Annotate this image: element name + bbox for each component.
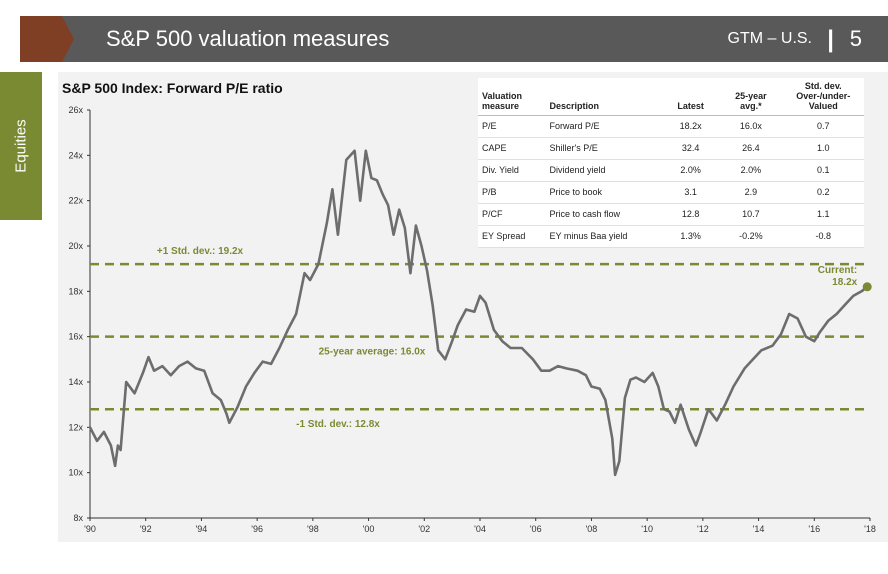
chevron-right-icon [62,16,74,62]
x-tick-label: '98 [307,524,319,534]
page-title: S&P 500 valuation measures [106,26,390,51]
table-cell: EY minus Baa yield [545,225,662,248]
table-cell: 18.2x [661,115,720,138]
guide-tag: GTM – U.S. [727,30,812,47]
table-cell: Dividend yield [545,159,662,182]
table-cell: P/E [478,115,546,138]
y-tick-label: 22x [68,196,83,206]
y-tick-label: 12x [68,422,83,432]
table-row: P/B Price to book 3.1 2.9 0.2 [478,181,864,204]
current-value-marker [862,282,872,292]
table-cell: EY Spread [478,225,546,248]
x-tick-label: '90 [84,524,96,534]
table-cell: 0.7 [782,115,864,138]
current-value-label: 18.2x [832,277,857,288]
table-row: EY Spread EY minus Baa yield 1.3% -0.2% … [478,225,864,248]
table-cell: -0.2% [719,225,783,248]
y-tick-label: 24x [68,150,83,160]
table-cell: 32.4 [661,137,720,160]
table-cell: 26.4 [719,137,783,160]
table-cell: 2.0% [719,159,783,182]
table-cell: 2.0% [661,159,720,182]
table-cell: 0.1 [782,159,864,182]
reference-label: -1 Std. dev.: 12.8x [296,419,380,430]
current-label: Current: [818,265,857,276]
table-cell: P/B [478,181,546,204]
header-bar [20,16,888,62]
table-cell: 2.9 [719,181,783,204]
y-tick-label: 26x [68,105,83,115]
y-tick-label: 18x [68,286,83,296]
x-tick-label: '08 [586,524,598,534]
table-row: P/E Forward P/E 18.2x 16.0x 0.7 [478,115,864,138]
table-header-row: Valuation measure Description Latest 25-… [478,78,864,116]
x-tick-label: '06 [530,524,542,534]
page-number: 5 [849,26,862,51]
reference-label: 25-year average: 16.0x [319,347,426,358]
table-cell: Price to book [545,181,662,204]
table-row: P/CF Price to cash flow 12.8 10.7 1.1 [478,203,864,226]
x-tick-label: '10 [641,524,653,534]
header-accent [20,16,62,62]
table-row: CAPE Shiller's P/E 32.4 26.4 1.0 [478,137,864,160]
table-cell: 10.7 [719,203,783,226]
table-cell: -0.8 [782,225,864,248]
table-cell: 1.1 [782,203,864,226]
forward-pe-series-line [88,149,869,477]
x-tick-label: '92 [140,524,152,534]
chart-title: S&P 500 Index: Forward P/E ratio [62,80,283,96]
table-cell: Div. Yield [478,159,546,182]
table-header: Latest [661,78,720,116]
table-cell: P/CF [478,203,546,226]
table-row: Div. Yield Dividend yield 2.0% 2.0% 0.1 [478,159,864,182]
table-cell: 1.3% [661,225,720,248]
y-tick-label: 14x [68,377,83,387]
y-tick-label: 8x [73,513,83,523]
x-tick-label: '00 [363,524,375,534]
x-tick-label: '18 [864,524,876,534]
y-tick-label: 10x [68,468,83,478]
table-cell: 12.8 [661,203,720,226]
table-header: Std. dev. Over-/under-Valued [782,78,864,116]
section-tab[interactable]: Equities [0,72,42,220]
table-cell: Shiller's P/E [545,137,662,160]
x-tick-label: '96 [251,524,263,534]
header-separator: | [827,26,834,53]
x-tick-label: '94 [196,524,208,534]
x-tick-label: '16 [808,524,820,534]
x-tick-label: '12 [697,524,709,534]
y-tick-label: 20x [68,241,83,251]
table-cell: Price to cash flow [545,203,662,226]
table-cell: 0.2 [782,181,864,204]
table-cell: 16.0x [719,115,783,138]
table-cell: Forward P/E [545,115,662,138]
x-tick-label: '04 [474,524,486,534]
table-cell: 3.1 [661,181,720,204]
x-tick-label: '02 [418,524,430,534]
table-cell: CAPE [478,137,546,160]
table-header: Valuation measure [478,78,546,116]
reference-label: +1 Std. dev.: 19.2x [157,246,244,257]
x-tick-label: '14 [753,524,765,534]
table-header: 25-year avg.* [719,78,783,116]
table-cell: 1.0 [782,137,864,160]
table-header: Description [545,78,662,116]
valuation-table: Valuation measure Description Latest 25-… [478,78,864,248]
y-tick-label: 16x [68,332,83,342]
